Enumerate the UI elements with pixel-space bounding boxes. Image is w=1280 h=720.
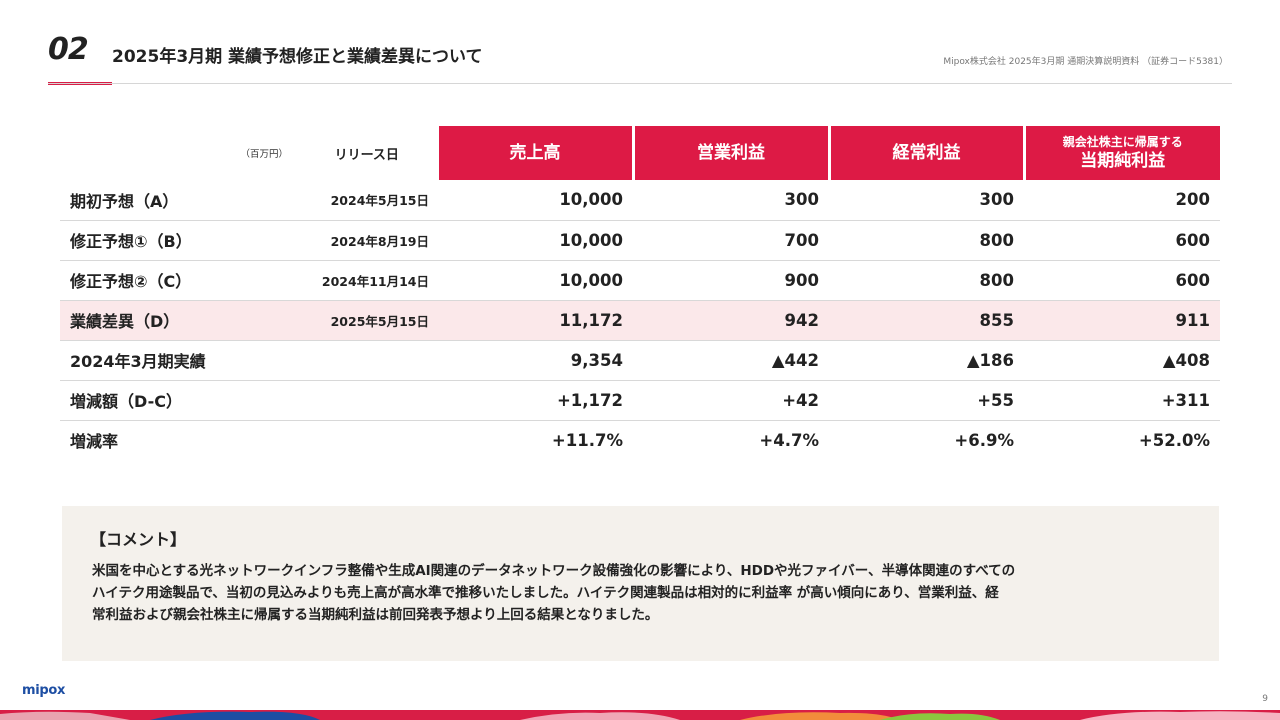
- header-rule: [48, 83, 1232, 84]
- column-header-sales: 売上高: [435, 126, 633, 180]
- column-header-sublabel: 親会社株主に帰属する: [1062, 135, 1183, 149]
- cell-sales: +11.7%: [551, 430, 623, 450]
- row-label: 2024年3月期実績: [70, 352, 206, 371]
- table-row: 修正予想①（B） 2024年8月19日 10,000 700 800 600: [60, 220, 1220, 260]
- row-release-date: [298, 420, 437, 460]
- cell-sales: +1,172: [556, 390, 623, 410]
- column-header-label: 売上高: [509, 143, 561, 163]
- unit-label: （百万円）: [240, 149, 288, 160]
- table-row-highlighted: 業績差異（D） 2025年5月15日 11,172 942 855 911: [60, 300, 1220, 340]
- cell-sales: 10,000: [559, 270, 623, 290]
- forecast-table-container: （百万円） リリース日 売上高 営業利益 経常利益 親会社株主に帰属する 当期純…: [60, 126, 1220, 460]
- cell-net-income: 600: [1175, 230, 1210, 250]
- row-label: 業績差異（D）: [70, 312, 180, 331]
- cell-operating-profit: 942: [784, 310, 819, 330]
- document-meta: Mipox株式会社 2025年3月期 通期決算説明資料 （証券コード5381）: [943, 57, 1228, 67]
- cell-sales: 10,000: [559, 230, 623, 250]
- cell-net-income: ▲408: [1162, 350, 1210, 370]
- comment-title: 【コメント】: [90, 530, 187, 549]
- comment-line: 米国を中心とする光ネットワークインフラ整備や生成AI関連のデータネットワーク設備…: [92, 563, 1016, 579]
- column-header-operating-profit: 営業利益: [631, 126, 829, 180]
- row-release-date: 2024年8月19日: [330, 233, 429, 249]
- column-header-ordinary-profit: 経常利益: [827, 126, 1024, 180]
- cell-sales: 11,172: [559, 310, 623, 330]
- cell-operating-profit: 300: [784, 190, 819, 210]
- row-release-date: 2024年5月15日: [330, 193, 429, 209]
- cell-sales: 10,000: [559, 190, 623, 210]
- table-header-row: （百万円） リリース日 売上高 営業利益 経常利益 親会社株主に帰属する 当期純…: [60, 126, 1220, 180]
- comment-line: ハイテク用途製品で、当初の見込みよりも売上高が高水準で推移いたしました。ハイテク…: [92, 585, 999, 601]
- cell-ordinary-profit: 300: [979, 190, 1014, 210]
- table-row: 増減率 +11.7% +4.7% +6.9% +52.0%: [60, 420, 1220, 460]
- cell-net-income: +311: [1161, 390, 1210, 410]
- header-blank-cell: [60, 126, 210, 180]
- comment-box: 【コメント】 米国を中心とする光ネットワークインフラ整備や生成AI関連のデータネ…: [62, 506, 1219, 661]
- forecast-table: （百万円） リリース日 売上高 営業利益 経常利益 親会社株主に帰属する 当期純…: [60, 126, 1220, 460]
- cell-sales: 9,354: [570, 350, 623, 370]
- table-row: 期初予想（A） 2024年5月15日 10,000 300 300 200: [60, 180, 1220, 220]
- row-release-date: [298, 340, 437, 380]
- decorative-footer-band: [0, 710, 1280, 720]
- cell-operating-profit: 700: [784, 230, 819, 250]
- page-number: 9: [1262, 694, 1268, 704]
- cell-operating-profit: +42: [782, 390, 819, 410]
- row-label: 増減額（D-C）: [70, 392, 182, 411]
- comment-line: 常利益および親会社株主に帰属する当期純利益は前回発表予想より上回る結果となりまし…: [92, 607, 659, 623]
- cell-net-income: +52.0%: [1138, 430, 1210, 450]
- row-label: 期初予想（A）: [70, 191, 179, 211]
- row-label: 増減率: [70, 432, 119, 452]
- cell-operating-profit: 900: [784, 270, 819, 290]
- row-label: 修正予想①（B）: [70, 232, 192, 251]
- company-logo: mipox: [22, 683, 66, 698]
- row-label: 修正予想②（C）: [70, 272, 192, 291]
- cell-ordinary-profit: +6.9%: [954, 430, 1014, 450]
- cell-net-income: 911: [1175, 310, 1210, 330]
- row-release-date: 2025年5月15日: [330, 313, 429, 329]
- cell-operating-profit: ▲442: [771, 350, 819, 370]
- row-release-date: [298, 380, 437, 420]
- cell-ordinary-profit: +55: [977, 390, 1014, 410]
- cell-ordinary-profit: 855: [979, 310, 1014, 330]
- column-header-label: 経常利益: [892, 143, 961, 163]
- comment-text: 米国を中心とする光ネットワークインフラ整備や生成AI関連のデータネットワーク設備…: [92, 560, 1192, 626]
- column-header-net-income: 親会社株主に帰属する 当期純利益: [1022, 126, 1220, 180]
- table-row: 修正予想②（C） 2024年11月14日 10,000 900 800 600: [60, 260, 1220, 300]
- cell-ordinary-profit: 800: [979, 270, 1014, 290]
- section-number: 02: [48, 32, 89, 67]
- page-title: 2025年3月期 業績予想修正と業績差異について: [112, 47, 483, 67]
- cell-net-income: 600: [1175, 270, 1210, 290]
- row-release-date: 2024年11月14日: [321, 273, 429, 289]
- cell-operating-profit: +4.7%: [759, 430, 819, 450]
- cell-ordinary-profit: 800: [979, 230, 1014, 250]
- release-date-header: リリース日: [334, 147, 399, 163]
- table-row: 増減額（D-C） +1,172 +42 +55 +311: [60, 380, 1220, 420]
- column-header-label: 営業利益: [697, 143, 765, 163]
- cell-net-income: 200: [1175, 190, 1210, 210]
- column-header-label: 当期純利益: [1080, 151, 1166, 171]
- cell-ordinary-profit: ▲186: [966, 350, 1014, 370]
- table-row: 2024年3月期実績 9,354 ▲442 ▲186 ▲408: [60, 340, 1220, 380]
